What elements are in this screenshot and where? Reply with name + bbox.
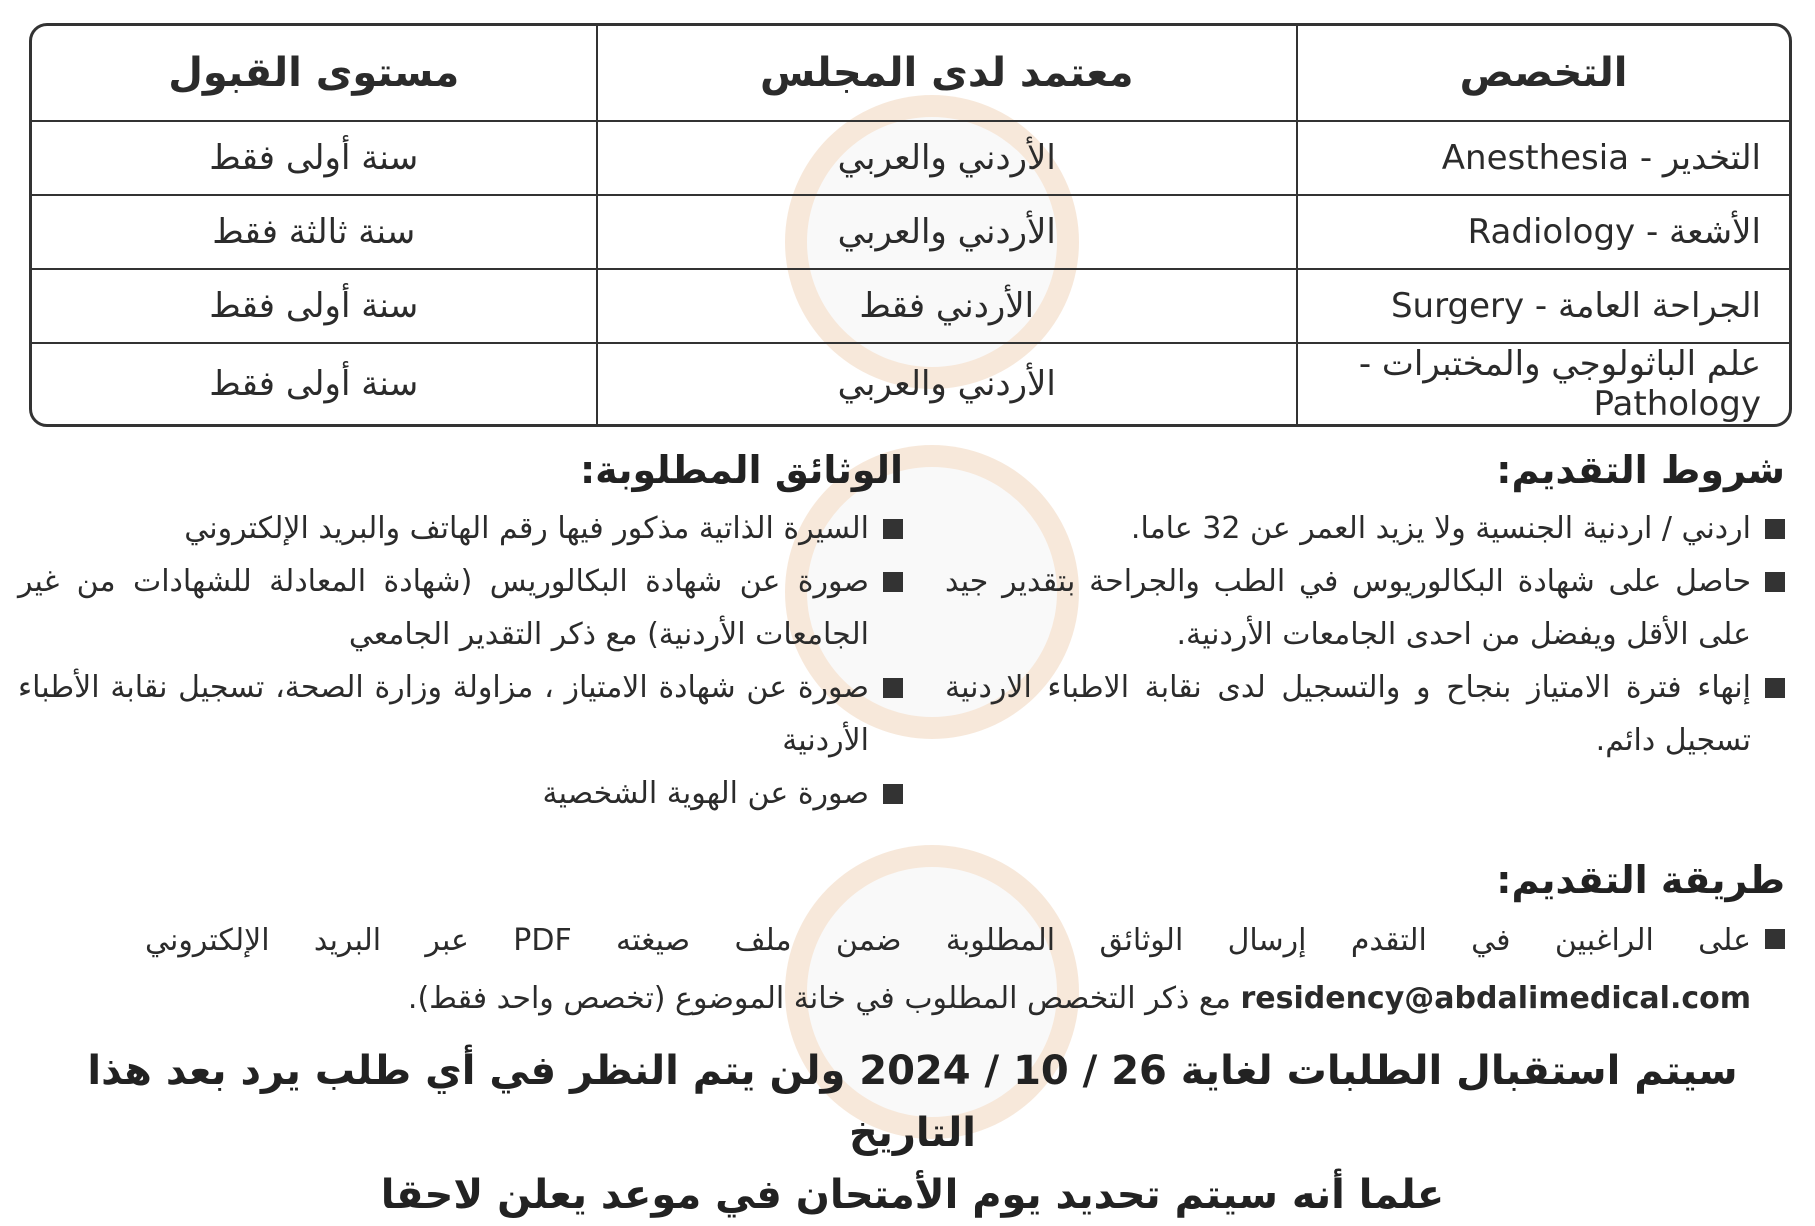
cell-accredited: الأردني والعربي bbox=[595, 344, 1297, 424]
table-header-row: التخصص معتمد لدى المجلس مستوى القبول bbox=[32, 26, 1789, 122]
cell-specialty: التخدير - Anesthesia bbox=[1296, 122, 1789, 196]
documents-section: الوثائق المطلوبة: السيرة الذاتية مذكور ف… bbox=[18, 448, 903, 820]
cell-specialty: علم الباثولوجي والمختبرات - Pathology bbox=[1296, 344, 1789, 424]
closing-note: سيتم استقبال الطلبات لغاية 26 / 10 / 202… bbox=[40, 1040, 1785, 1226]
header-level: مستوى القبول bbox=[32, 26, 596, 122]
document-item: صورة عن الهوية الشخصية bbox=[18, 767, 903, 820]
condition-item: إنهاء فترة الامتياز بنجاح و والتسجيل لدى… bbox=[945, 661, 1785, 767]
cell-level: سنة أولى فقط bbox=[32, 122, 596, 196]
header-accredited: معتمد لدى المجلس bbox=[595, 26, 1296, 122]
cell-level: سنة أولى فقط bbox=[209, 364, 419, 404]
method-text-after: مع ذكر التخصص المطلوب في خانة الموضوع (ت… bbox=[407, 981, 1231, 1016]
document-item: صورة عن شهادة البكالوريس (شهادة المعادلة… bbox=[18, 555, 903, 661]
method-item: على الراغبين في التقدم إرسال الوثائق الم… bbox=[145, 912, 1785, 1028]
exam-line: علما أنه سيتم تحديد يوم الأمتحان في موعد… bbox=[380, 1172, 1445, 1218]
document-item: صورة عن شهادة الامتياز ، مزاولة وزارة ال… bbox=[18, 661, 903, 767]
cell-accredited: الأردني والعربي bbox=[595, 196, 1296, 270]
table-row: التخدير - Anesthesia الأردني والعربي سنة… bbox=[32, 122, 1789, 196]
table-row: علم الباثولوجي والمختبرات - Pathology ال… bbox=[32, 344, 1789, 424]
deadline-line: سيتم استقبال الطلبات لغاية 26 / 10 / 202… bbox=[87, 1048, 1738, 1156]
cell-accredited: الأردني والعربي bbox=[595, 122, 1296, 196]
cell-level: سنة أولى فقط bbox=[32, 270, 596, 344]
cell-specialty: الأشعة - Radiology bbox=[1296, 196, 1789, 270]
cell-accredited: الأردني فقط bbox=[595, 270, 1296, 344]
table-row: الجراحة العامة - Surgery الأردني فقط سنة… bbox=[32, 270, 1789, 344]
conditions-title: شروط التقديم: bbox=[1496, 448, 1785, 492]
cell-level: سنة ثالثة فقط bbox=[32, 196, 596, 270]
condition-item: اردني / اردنية الجنسية ولا يزيد العمر عن… bbox=[945, 502, 1785, 555]
email-link[interactable]: residency@abdalimedical.com bbox=[1240, 981, 1751, 1016]
method-title: طريقة التقديم: bbox=[1496, 858, 1785, 902]
documents-title: الوثائق المطلوبة: bbox=[579, 448, 903, 492]
document-item: السيرة الذاتية مذكور فيها رقم الهاتف وال… bbox=[18, 502, 903, 555]
table-row: الأشعة - Radiology الأردني والعربي سنة ث… bbox=[32, 196, 1789, 270]
method-section: طريقة التقديم: على الراغبين في التقدم إر… bbox=[145, 858, 1785, 1028]
conditions-section: شروط التقديم: اردني / اردنية الجنسية ولا… bbox=[945, 448, 1785, 767]
condition-item: حاصل على شهادة البكالوريوس في الطب والجر… bbox=[945, 555, 1785, 661]
header-specialty: التخصص bbox=[1296, 26, 1789, 122]
method-text: على الراغبين في التقدم إرسال الوثائق الم… bbox=[145, 923, 1751, 958]
cell-specialty: الجراحة العامة - Surgery bbox=[1296, 270, 1789, 344]
specialties-table: التخصص معتمد لدى المجلس مستوى القبول الت… bbox=[29, 23, 1792, 427]
